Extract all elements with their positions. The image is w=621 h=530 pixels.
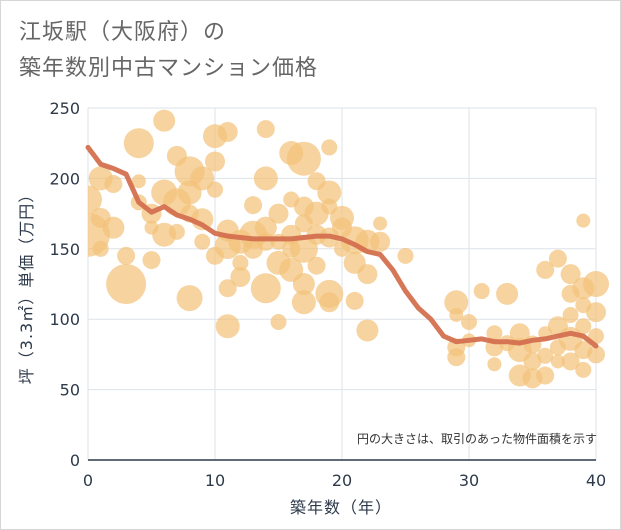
- bubble-point: [536, 260, 555, 279]
- bubble-point: [370, 231, 391, 252]
- bubble-point: [106, 264, 147, 304]
- bubble-point: [537, 347, 554, 364]
- bubble-point: [88, 185, 102, 214]
- y-tick-label: 200: [49, 169, 80, 188]
- bubble-point: [254, 216, 277, 239]
- bubble-point: [447, 348, 466, 367]
- bubble-point: [461, 314, 477, 331]
- bubble-point: [586, 302, 606, 323]
- y-tick-label: 100: [49, 310, 80, 329]
- x-tick-label: 10: [205, 471, 225, 490]
- x-tick-label: 0: [83, 471, 93, 490]
- bubble-point: [142, 251, 161, 270]
- bubble-series: [88, 109, 609, 389]
- bubble-point: [576, 213, 591, 228]
- bubble-point: [548, 249, 567, 268]
- bubble-point: [194, 233, 211, 250]
- bubble-point: [218, 279, 237, 298]
- y-tick-label: 250: [49, 99, 80, 118]
- bubble-point: [357, 264, 378, 285]
- bubble-point: [307, 256, 326, 275]
- bubble-point: [356, 319, 379, 342]
- bubble-point: [168, 223, 185, 240]
- bubble-point: [536, 366, 555, 385]
- x-tick-label: 40: [586, 471, 606, 490]
- bubble-point: [575, 318, 592, 335]
- y-tick-label: 150: [49, 240, 80, 259]
- bubble-point: [587, 345, 605, 364]
- bubble-point: [205, 151, 225, 172]
- trend-series: [85, 144, 599, 349]
- bubble-point: [102, 216, 125, 239]
- bubble-point: [496, 282, 519, 305]
- bubble-point: [319, 292, 340, 313]
- bubble-point: [176, 285, 203, 312]
- bubble-point: [190, 166, 215, 191]
- y-tick-label: 0: [70, 451, 80, 470]
- bubble-point: [123, 128, 154, 159]
- tick-labels: 0 50 100 150 200 250 0 10 20 30 40: [49, 99, 606, 490]
- bubble-point: [207, 181, 223, 198]
- bubble-point: [253, 166, 278, 191]
- bubble-point: [487, 357, 502, 372]
- bubble-point: [583, 271, 609, 297]
- bubble-point: [550, 354, 565, 369]
- bubble-point: [117, 246, 136, 265]
- bubble-point: [232, 254, 249, 271]
- bubble-point: [244, 196, 263, 215]
- bubble-point: [131, 174, 146, 189]
- title-line-2: 築年数別中古マンション価格: [19, 56, 319, 81]
- size-note: 円の大きさは、取引のあった物件面積を示す: [357, 431, 597, 446]
- bubble-point: [104, 175, 123, 194]
- bubble-point: [317, 180, 342, 205]
- bubble-point: [291, 290, 316, 315]
- title-line-1: 江坂駅（大阪府）の: [19, 20, 227, 45]
- grid-lines: [87, 107, 597, 461]
- bubble-point: [345, 291, 364, 310]
- trend-line: [85, 144, 599, 349]
- bubble-point: [509, 323, 530, 344]
- bubble-point: [575, 361, 592, 378]
- bubble-point: [92, 240, 109, 257]
- bubble-point: [473, 283, 490, 300]
- x-tick-label: 20: [332, 471, 352, 490]
- bubble-point: [397, 247, 414, 264]
- bubble-point: [215, 314, 240, 339]
- y-tick-label: 50: [60, 381, 80, 400]
- bubble-point: [523, 352, 542, 371]
- x-tick-label: 30: [459, 471, 479, 490]
- bubble-point: [217, 121, 238, 142]
- bubble-point: [268, 203, 289, 224]
- bubble-point: [292, 273, 315, 295]
- chart-title: 江坂駅（大阪府）の 築年数別中古マンション価格: [19, 15, 318, 87]
- bubble-point: [449, 307, 464, 322]
- y-axis-label: 坪（3.3㎡）単価（万円）: [17, 186, 36, 384]
- bubble-point: [373, 216, 388, 231]
- bubble-point: [270, 314, 287, 331]
- bubble-point: [153, 109, 176, 132]
- x-axis-label: 築年数（年）: [290, 498, 392, 517]
- bubble-point: [256, 120, 275, 139]
- bubble-point: [560, 264, 581, 285]
- bubble-point: [561, 352, 580, 371]
- bubble-point: [486, 325, 503, 342]
- bubble-point: [250, 273, 281, 304]
- bubble-point: [321, 139, 338, 156]
- bubble-point: [230, 266, 251, 287]
- bubble-point: [444, 290, 469, 315]
- bubble-point: [562, 306, 579, 323]
- bubble-point: [286, 141, 321, 176]
